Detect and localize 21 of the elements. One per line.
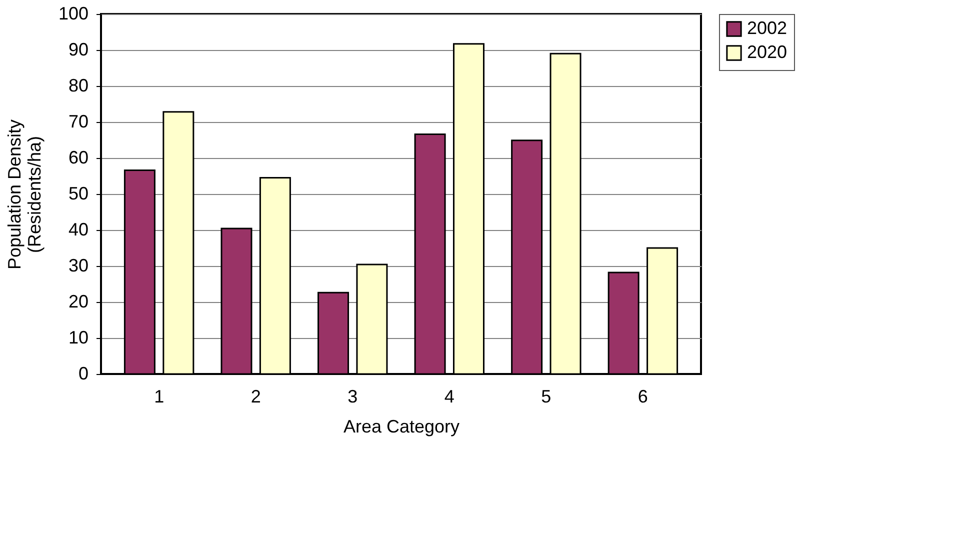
y-tick-label: 20 [68, 292, 88, 312]
x-tick-label: 5 [541, 386, 552, 406]
legend-label: 2020 [747, 42, 788, 62]
y-tick-label: 50 [68, 184, 88, 204]
y-tick-label: 100 [58, 4, 88, 24]
y-tick-label: 40 [68, 220, 88, 240]
x-tick-label: 2 [250, 386, 261, 406]
y-tick-label: 60 [68, 148, 88, 168]
x-tick-label: 3 [348, 386, 358, 406]
y-tick-label: 30 [68, 256, 88, 276]
y-tick-label: 80 [68, 76, 88, 96]
y-axis-title: Population Density (Residents/ha) [4, 119, 44, 270]
x-tick-label: 6 [638, 386, 648, 406]
legend-label: 2002 [747, 18, 788, 38]
y-tick-label: 70 [68, 112, 88, 132]
x-tick-label: 1 [154, 386, 164, 406]
x-tick-label: 4 [444, 386, 454, 406]
y-tick-label: 90 [68, 40, 88, 60]
y-tick-label: 0 [78, 364, 88, 384]
x-axis-title: Area Category [343, 416, 460, 436]
y-tick-label: 10 [68, 328, 88, 348]
